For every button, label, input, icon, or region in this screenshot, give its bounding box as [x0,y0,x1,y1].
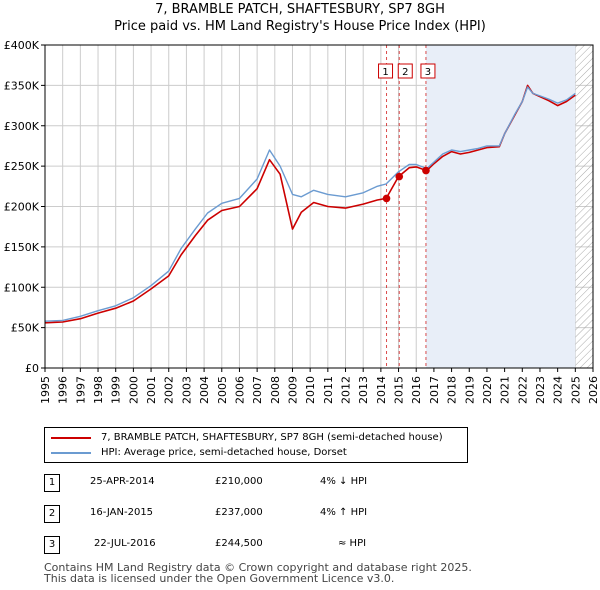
chart-subtitle: Price paid vs. HM Land Registry's House … [114,19,486,34]
y-tick-label: £0 [25,362,39,375]
sale-label-box [420,63,436,79]
x-tick-label: 2026 [587,376,600,404]
hpi-swatch [51,452,91,454]
transaction-badge: 2 [44,505,60,523]
x-tick-label: 2011 [322,376,335,404]
sale-label-box [378,63,394,79]
footer-license: This data is licensed under the Open Gov… [44,572,395,585]
transaction-hpi-relation: 4% ↓ HPI [320,476,368,487]
x-tick-label: 1996 [57,376,70,404]
y-tick-label: £300K [4,120,40,133]
transaction-badge: 3 [44,536,60,554]
transaction-date: 22-JUL-2016 [94,538,156,549]
y-tick-label: £200K [4,201,40,214]
x-tick-label: 2015 [393,376,406,404]
chart-title: 7, BRAMBLE PATCH, SHAFTESBURY, SP7 8GH [155,2,445,17]
x-tick-label: 2002 [163,376,176,404]
sale-point [422,166,430,175]
x-tick-label: 2000 [127,376,140,404]
sale-label: 3 [425,67,431,78]
transaction-hpi-relation: 4% ↑ HPI [320,507,368,518]
sale-point [395,172,404,181]
x-tick-label: 2010 [304,376,317,404]
chart-legend: 7, BRAMBLE PATCH, SHAFTESBURY, SP7 8GH (… [44,427,468,463]
forecast-hatched-region [575,45,593,368]
x-tick-label: 2007 [251,376,264,404]
x-tick-label: 2017 [428,376,441,404]
sale-label: 2 [402,67,408,78]
transaction-price: £244,500 [215,538,263,549]
legend-label-property: 7, BRAMBLE PATCH, SHAFTESBURY, SP7 8GH (… [101,432,443,443]
x-tick-label: 2024 [552,376,565,404]
x-tick-label: 2022 [516,376,529,404]
y-tick-label: £350K [4,79,40,92]
x-tick-label: 1997 [74,376,87,404]
transaction-price: £237,000 [215,507,263,518]
transaction-date: 16-JAN-2015 [90,507,154,518]
x-tick-label: 2021 [499,376,512,404]
x-tick-label: 1995 [39,376,52,404]
x-tick-label: 2020 [481,376,494,404]
x-tick-label: 2009 [286,376,299,404]
sale-point [382,194,391,203]
x-tick-label: 2013 [357,376,370,404]
transaction-price: £210,000 [215,476,263,487]
x-tick-label: 2004 [198,376,211,404]
x-tick-label: 1998 [92,376,105,404]
x-tick-label: 2016 [410,376,423,404]
sale-label-box [397,63,413,79]
x-tick-label: 2008 [269,376,282,404]
x-tick-label: 2023 [534,376,547,404]
x-tick-label: 2018 [446,376,459,404]
transaction-badge: 1 [44,474,60,492]
transaction-hpi-relation: ≈ HPI [338,538,367,549]
footer-copyright: Contains HM Land Registry data © Crown c… [44,561,472,574]
y-tick-label: £250K [4,160,40,173]
post-sale-shaded-region [425,45,576,368]
x-tick-label: 2019 [463,376,476,404]
price-chart: 1 2 3 £0 £50K £100K £150K £200K £250K £300K £350K… [4,39,600,404]
x-tick-label: 2001 [145,376,158,404]
transaction-date: 25-APR-2014 [90,476,155,487]
x-tick-label: 2025 [569,376,582,404]
y-tick-label: £50K [11,322,40,335]
y-tick-label: £150K [4,241,40,254]
hpi-line [44,86,576,322]
y-tick-label: £400K [4,39,40,52]
x-tick-label: 2012 [340,376,353,404]
legend-label-hpi: HPI: Average price, semi-detached house,… [101,447,347,458]
property-swatch [51,437,91,439]
x-tick-label: 2014 [375,376,388,404]
x-tick-label: 2005 [216,376,229,404]
x-tick-label: 2003 [180,376,193,404]
x-tick-label: 1999 [110,376,123,404]
sale-label: 1 [382,67,388,78]
y-tick-label: £100K [4,281,40,294]
x-tick-label: 2006 [233,376,246,404]
